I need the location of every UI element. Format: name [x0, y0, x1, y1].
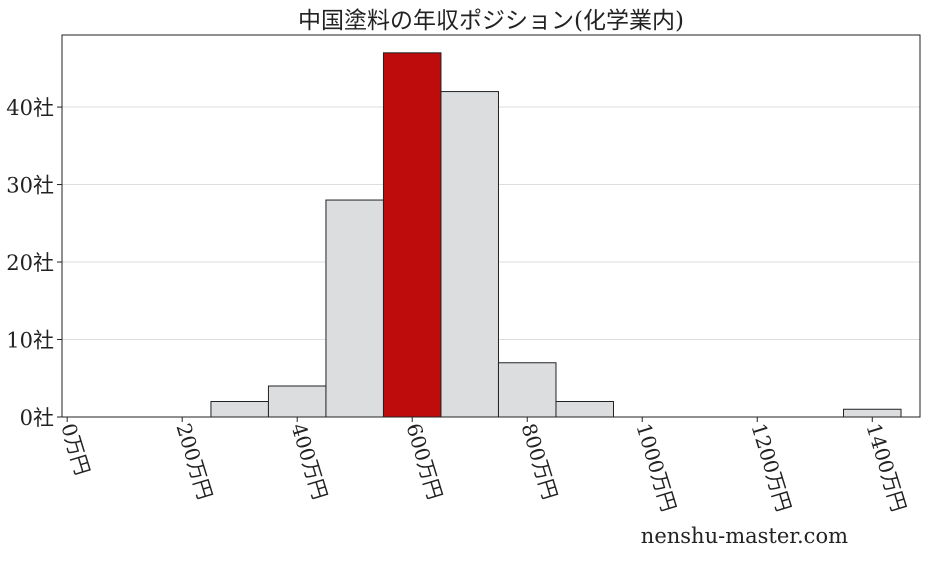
- y-tick-label: 40社: [6, 96, 54, 120]
- x-tick-label: 800万円: [516, 420, 562, 502]
- x-tick-label: 1000万円: [631, 420, 681, 514]
- bars: [210, 52, 902, 418]
- plot-frame: [61, 34, 921, 418]
- bar-highlight: [382, 52, 442, 418]
- watermark: nenshu-master.com: [641, 524, 848, 548]
- chart-title: 中国塗料の年収ポジション(化学業内): [298, 8, 684, 34]
- x-axis: 0万円 200万円 400万円 600万円 800万円 1000万円 1200万円 1400万…: [56, 417, 911, 514]
- bar: [210, 401, 269, 418]
- x-tick-label: 600万円: [401, 420, 447, 502]
- x-tick-label: 1400万円: [861, 420, 911, 514]
- y-tick-label: 30社: [6, 174, 54, 198]
- x-tick-label: 400万円: [286, 420, 332, 502]
- y-axis: 0社 10社 20社 30社 40社: [6, 96, 62, 430]
- bar: [843, 408, 902, 418]
- x-tick-label: 200万円: [171, 420, 217, 502]
- y-tick-label: 0社: [20, 406, 54, 430]
- bar: [497, 362, 557, 418]
- y-tick-label: 20社: [6, 251, 54, 275]
- y-tick-label: 10社: [6, 329, 54, 353]
- x-tick-label: 0万円: [56, 420, 94, 477]
- bar: [267, 385, 327, 418]
- x-tick-label: 1200万円: [746, 420, 796, 514]
- bar: [325, 199, 384, 418]
- bar: [555, 401, 614, 418]
- bar: [440, 91, 499, 418]
